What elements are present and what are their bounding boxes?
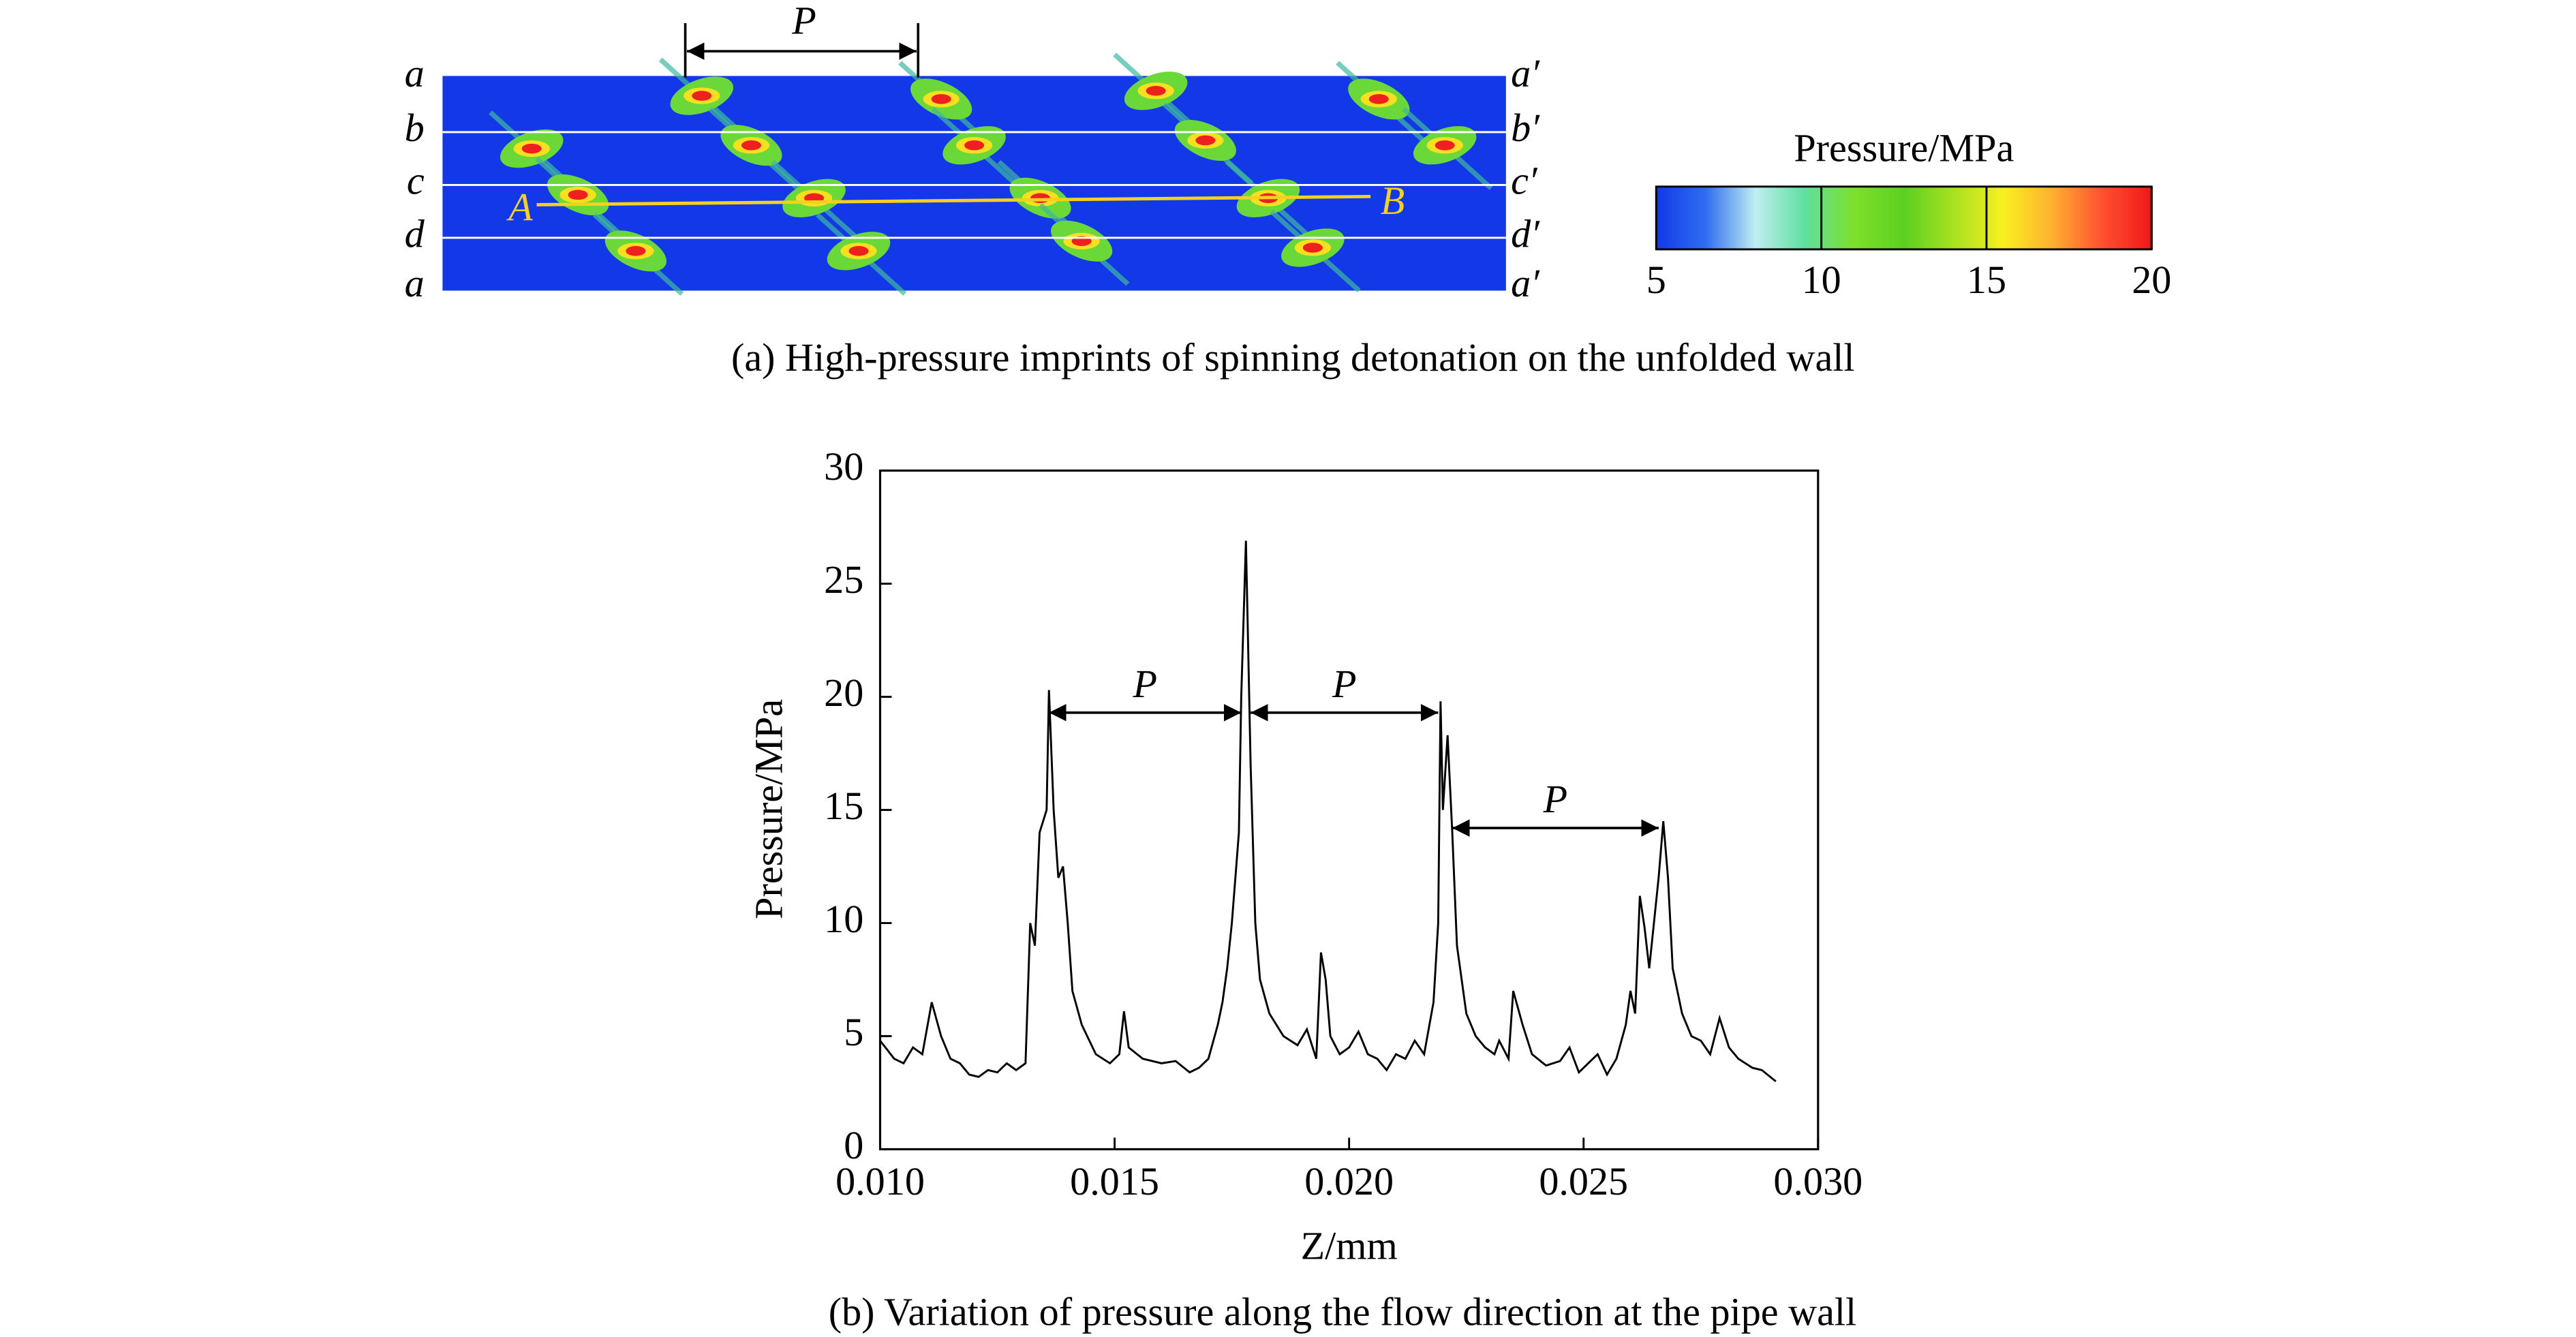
period-label: P xyxy=(1332,662,1357,706)
caption: (b) Variation of pressure along the flow… xyxy=(829,1290,1857,1334)
colorbar-tick-label: 15 xyxy=(1967,258,2006,302)
row-label: a xyxy=(405,261,425,305)
imprint-peak xyxy=(1195,135,1216,146)
imprint-peak xyxy=(521,143,542,154)
period-label: P xyxy=(1133,662,1158,706)
x-axis-label: Z/mm xyxy=(1301,1224,1398,1268)
row-label: b′ xyxy=(1511,106,1540,150)
imprint-peak xyxy=(1435,140,1455,151)
imprints xyxy=(489,52,1493,296)
x-tick-label: 0.010 xyxy=(835,1159,925,1203)
line-label: A xyxy=(506,185,533,230)
x-tick-label: 0.020 xyxy=(1304,1159,1394,1203)
colorbar-tick-label: 20 xyxy=(2132,258,2171,302)
y-tick-label: 0 xyxy=(844,1123,863,1167)
x-tick-label: 0.025 xyxy=(1539,1159,1628,1203)
imprint-peak xyxy=(568,189,588,200)
period-label: P xyxy=(791,0,816,43)
row-label: d′ xyxy=(1511,211,1540,256)
y-tick-label: 20 xyxy=(824,671,863,715)
y-tick-label: 25 xyxy=(824,557,863,602)
row-label: d xyxy=(405,211,425,256)
caption: (a) High-pressure imprints of spinning d… xyxy=(731,335,1855,380)
heatmap-field xyxy=(442,76,1506,291)
colorbar-tick-label: 5 xyxy=(1646,258,1666,302)
y-tick-label: 15 xyxy=(824,784,863,828)
colorbar xyxy=(1655,185,2153,251)
imprint-peak xyxy=(741,140,762,151)
row-label: a xyxy=(405,51,425,95)
period-label: P xyxy=(1543,777,1568,821)
line-ab xyxy=(536,194,1371,206)
pressure-line xyxy=(879,540,1777,1083)
row-label: c′ xyxy=(1511,159,1538,203)
colorbar-tick-label: 10 xyxy=(1802,258,1841,302)
row-label: a′ xyxy=(1511,51,1540,95)
imprint-peak xyxy=(931,94,951,104)
row-label: b xyxy=(405,106,425,150)
x-tick-label: 0.015 xyxy=(1070,1159,1159,1203)
x-tick-label: 0.030 xyxy=(1773,1159,1862,1203)
imprint-peak xyxy=(964,140,985,151)
y-tick-label: 10 xyxy=(824,897,863,941)
y-tick-label: 5 xyxy=(844,1010,863,1054)
y-axis-label: Pressure/MPa xyxy=(746,699,791,919)
colorbar-title: Pressure/MPa xyxy=(1794,125,2014,170)
imprint-peak xyxy=(1302,243,1323,253)
row-label: c xyxy=(407,159,425,203)
imprint-peak xyxy=(692,91,712,101)
y-tick-label: 30 xyxy=(824,444,863,489)
imprint-peak xyxy=(1368,94,1389,104)
imprint-peak xyxy=(626,246,646,256)
imprint-peak xyxy=(848,246,869,256)
row-label: a′ xyxy=(1511,261,1540,305)
line-label: B xyxy=(1381,179,1405,223)
imprint-peak xyxy=(1146,86,1166,96)
